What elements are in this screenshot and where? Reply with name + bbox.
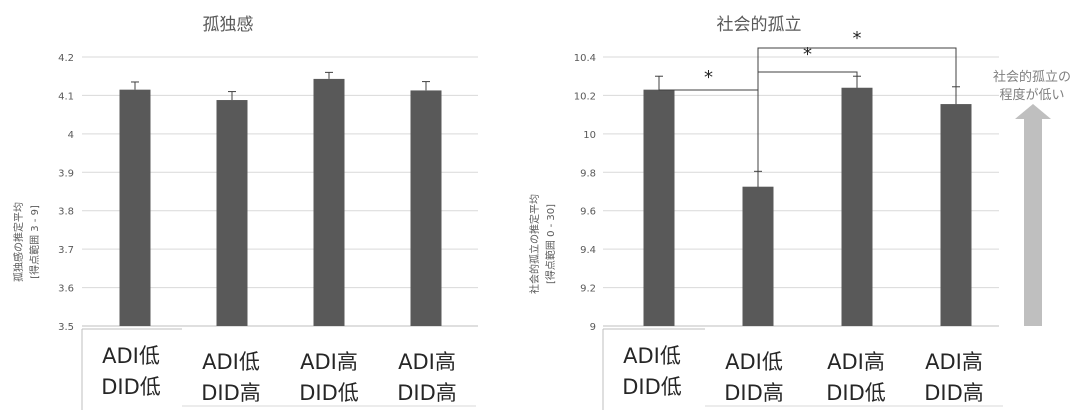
bar [940,104,972,326]
bar [216,100,248,326]
y-axis-label-range: [得点範囲 3 - 9] [28,205,41,279]
y-tick-label: 3.5 [58,322,74,333]
y-tick-label: 9.6 [580,207,596,218]
significance-star: * [704,67,713,88]
y-tick-label: 3.6 [58,284,74,295]
y-tick-label: 9.4 [580,245,596,256]
y-tick-label: 9 [590,322,596,333]
x-tick-label: DID高 [724,381,784,405]
x-tick-label: DID低 [101,375,161,399]
significance-star: * [853,28,862,49]
y-axis-label: 孤独感の推定平均 [12,202,25,282]
y-tick-label: 4.1 [58,91,74,102]
x-tick-label: ADI高 [925,350,983,374]
y-axis-label-range: [得点範囲 0 - 30] [544,204,557,284]
x-tick-label: DID高 [397,381,457,405]
annotation-text: 程度が低い [999,87,1064,103]
bar [313,78,345,326]
y-tick-label: 10 [583,130,596,141]
y-tick-label: 10.2 [574,91,596,102]
x-tick-label: ADI高 [398,350,456,374]
y-tick-label: 3.8 [58,207,74,218]
bar [841,87,873,326]
y-tick-label: 4.2 [58,53,74,64]
bar [119,89,151,327]
chart-title: 社会的孤立 [717,15,802,35]
x-tick-label: ADI低 [202,350,260,374]
bar [643,89,675,327]
x-tick-label: ADI低 [623,344,681,368]
significance-bracket [757,47,957,187]
x-tick-label: DID低 [622,375,682,399]
bar [410,90,442,326]
x-tick-label: DID高 [201,381,261,405]
x-tick-label: DID低 [299,381,359,405]
y-tick-label: 9.8 [580,168,596,179]
y-tick-label: 3.9 [58,168,74,179]
annotation-text: 社会的孤立の [993,69,1071,85]
x-tick-label: ADI低 [102,344,160,368]
chart-loneliness: 孤独感 孤独感の推定平均 [得点範囲 3 - 9] 3.5 3.6 3.7 3.8 3.… [12,15,478,410]
chart-title: 孤独感 [203,15,254,35]
up-arrow-icon [1015,104,1051,326]
y-tick-label: 10.4 [574,53,596,64]
x-tick-label: ADI低 [725,350,783,374]
y-tick-label: 3.7 [58,245,74,256]
x-tick-label: DID低 [826,381,886,405]
x-tick-label: ADI高 [300,350,358,374]
x-tick-label: ADI高 [827,350,885,374]
chart-social-isolation: 社会的孤立 社会的孤立の推定平均 [得点範囲 0 - 30] 9 9.2 9.4 9.… [528,15,1071,410]
y-tick-label: 9.2 [580,284,596,295]
y-tick-label: 4 [68,130,74,141]
x-tick-label: DID高 [924,381,984,405]
significance-star: * [803,44,812,65]
bar [742,186,774,326]
y-axis-label: 社会的孤立の推定平均 [528,194,541,294]
